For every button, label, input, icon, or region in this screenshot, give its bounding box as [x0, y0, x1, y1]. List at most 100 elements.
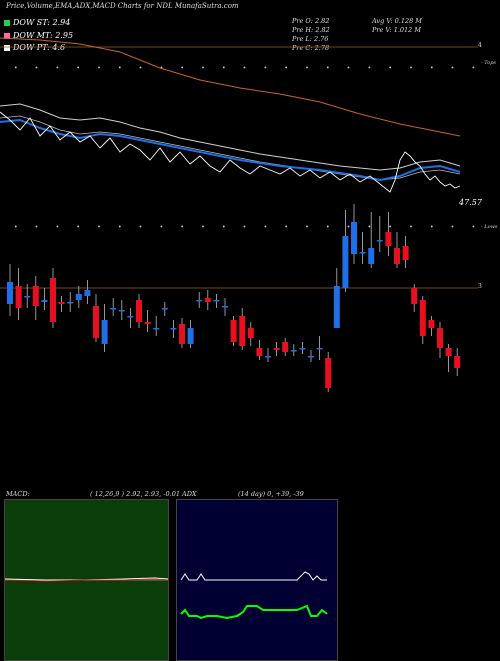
low-marker: • [14, 224, 18, 231]
top-marker: • [430, 65, 434, 72]
price-line [0, 111, 461, 193]
low-marker: • [97, 224, 101, 231]
candle-body [110, 308, 117, 310]
macd-panel [4, 499, 169, 661]
candle-body [7, 282, 13, 304]
candle-body [256, 348, 263, 356]
ref-label-4: 4 [478, 42, 482, 49]
candle-body [333, 286, 340, 328]
low-marker: • [388, 224, 392, 231]
candle-body [41, 300, 48, 302]
candle-body [93, 306, 99, 338]
legend-label: DOW ST: 2.94 [13, 18, 71, 27]
low-marker: • [264, 224, 268, 231]
pre-low: Pre L: 2.76 [292, 35, 329, 43]
candle-body [437, 328, 443, 348]
macd-name: MACD: [6, 490, 30, 498]
candle-body [394, 248, 400, 264]
candle-body [454, 356, 461, 368]
top-marker: • [388, 65, 392, 72]
lows-markers: • • • • • • • • • • • • • • • • • • • • • • • [14, 224, 475, 231]
adx-params: (14 day) 0, +39, -39 [238, 490, 304, 498]
top-marker: • [97, 65, 101, 72]
candle-body [32, 286, 39, 306]
candle-body [75, 294, 82, 300]
top-marker: • [118, 65, 122, 72]
adx-green-line [180, 604, 328, 620]
top-marker: • [14, 65, 18, 72]
low-marker: • [451, 224, 455, 231]
candle-body [385, 232, 392, 246]
chart-title: Price,Volume,EMA,ADX,MACD Charts for NDL… [6, 2, 239, 10]
top-marker: • [222, 65, 226, 72]
top-marker: • [347, 65, 351, 72]
candle-body [144, 322, 151, 324]
top-marker: • [284, 65, 288, 72]
candle-body [239, 316, 246, 346]
top-marker: • [451, 65, 455, 72]
candle-body [316, 348, 323, 350]
top-marker: • [472, 65, 476, 72]
candle-body [179, 324, 185, 344]
candle-body [58, 302, 65, 304]
legend-dow-pt: DOW PT: 4.6 [4, 43, 65, 52]
top-marker: • [201, 65, 205, 72]
candle-body [24, 296, 31, 298]
candle-body [196, 300, 203, 302]
candle-body [308, 356, 314, 358]
candle-body [50, 278, 56, 322]
low-marker: • [409, 224, 413, 231]
candle-body [290, 350, 297, 352]
candle-body [359, 252, 366, 254]
legend-dow-st: DOW ST: 2.94 [4, 18, 70, 27]
low-marker: • [139, 224, 143, 231]
top-marker: • [264, 65, 268, 72]
top-marker: • [180, 65, 184, 72]
tops-markers: • • • • • • • • • • • • • • • • • • • • • • • [14, 65, 475, 72]
candle-body [118, 310, 125, 312]
candle-body [265, 356, 271, 358]
ema-white-upper [0, 103, 461, 171]
adx-panel [176, 499, 338, 661]
candles-group [7, 204, 461, 392]
low-marker: • [284, 224, 288, 231]
lows-label: - Lows [481, 224, 498, 230]
top-marker: • [305, 65, 309, 72]
low-marker: • [180, 224, 184, 231]
candle-body [127, 316, 134, 318]
legend-swatch [4, 20, 10, 26]
low-marker: • [347, 224, 351, 231]
candle-body [230, 320, 237, 342]
top-marker: • [409, 65, 413, 72]
legend-swatch [4, 33, 10, 39]
price-chart: • • • • • • • • • • • • • • • • • • • • • • • • • • • • • • • • • • • • • • •… [0, 37, 478, 392]
legend-swatch [4, 45, 10, 51]
low-marker: • [222, 224, 226, 231]
candle-body [170, 328, 177, 330]
legend-dow-mt: DOW MT: 2.95 [4, 31, 73, 40]
ema-long-line [0, 37, 461, 137]
top-marker: • [243, 65, 247, 72]
adx-name: ADX [182, 490, 197, 498]
avg-volume: Avg V: 0.128 M [372, 17, 422, 25]
candle-body [299, 348, 306, 350]
low-marker: • [56, 224, 60, 231]
candle-body [67, 302, 74, 304]
candle-body [222, 306, 228, 308]
candle-body [15, 286, 22, 308]
candle-body [411, 288, 418, 304]
low-marker: • [118, 224, 122, 231]
ema-blue-line [0, 118, 461, 182]
low-marker: • [305, 224, 309, 231]
macd-line [4, 577, 169, 581]
macd-params: ( 12,26,9 ) 2.92, 2.93, -0.01 [90, 490, 180, 498]
pre-close: Pre C: 2.78 [292, 44, 330, 52]
candle-body [402, 246, 409, 260]
macd-chart [4, 577, 169, 582]
low-marker: • [326, 224, 330, 231]
candle-body [419, 300, 426, 336]
candle-body [351, 222, 357, 254]
tops-label: - Tops [481, 60, 497, 66]
candle-body [273, 348, 280, 350]
top-marker: • [326, 65, 330, 72]
